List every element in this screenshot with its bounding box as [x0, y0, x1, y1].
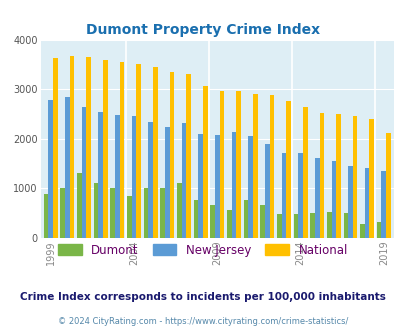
Bar	[319, 114, 323, 238]
Bar	[60, 188, 65, 238]
Bar	[65, 97, 69, 238]
Bar	[252, 94, 257, 238]
Bar	[186, 74, 190, 238]
Bar	[247, 136, 252, 238]
Bar	[86, 57, 91, 238]
Bar	[335, 114, 340, 238]
Bar	[309, 214, 314, 238]
Bar	[77, 173, 81, 238]
Bar	[226, 211, 231, 238]
Bar	[231, 132, 236, 238]
Bar	[81, 107, 86, 238]
Bar	[164, 127, 169, 238]
Bar	[347, 166, 352, 238]
Bar	[160, 188, 164, 238]
Bar	[376, 222, 381, 238]
Bar	[369, 119, 373, 238]
Bar	[314, 158, 319, 238]
Bar	[286, 102, 290, 238]
Bar	[127, 195, 131, 238]
Bar	[43, 194, 48, 238]
Legend: Dumont, New Jersey, National: Dumont, New Jersey, National	[53, 239, 352, 261]
Bar	[131, 116, 136, 238]
Bar	[53, 58, 58, 238]
Bar	[269, 95, 273, 238]
Bar	[331, 161, 335, 238]
Bar	[198, 134, 202, 238]
Bar	[264, 144, 269, 238]
Bar	[302, 107, 307, 238]
Bar	[381, 171, 385, 238]
Bar	[352, 116, 357, 238]
Bar	[119, 62, 124, 238]
Bar	[98, 112, 102, 238]
Bar	[181, 123, 186, 238]
Bar	[148, 122, 153, 238]
Bar	[93, 183, 98, 238]
Bar	[202, 86, 207, 238]
Bar	[343, 214, 347, 238]
Bar	[169, 72, 174, 238]
Bar	[177, 183, 181, 238]
Bar	[236, 91, 240, 238]
Text: Crime Index corresponds to incidents per 100,000 inhabitants: Crime Index corresponds to incidents per…	[20, 292, 385, 302]
Bar	[69, 56, 74, 238]
Bar	[276, 214, 281, 238]
Bar	[102, 60, 107, 238]
Bar	[136, 64, 141, 238]
Text: © 2024 CityRating.com - https://www.cityrating.com/crime-statistics/: © 2024 CityRating.com - https://www.city…	[58, 317, 347, 326]
Bar	[110, 188, 115, 238]
Bar	[48, 100, 53, 238]
Bar	[214, 135, 219, 238]
Bar	[115, 115, 119, 238]
Bar	[326, 212, 331, 238]
Bar	[153, 67, 157, 238]
Bar	[219, 91, 224, 238]
Bar	[243, 200, 247, 238]
Bar	[260, 205, 264, 238]
Bar	[193, 200, 198, 238]
Bar	[293, 214, 297, 238]
Bar	[297, 153, 302, 238]
Bar	[281, 153, 286, 238]
Bar	[364, 168, 369, 238]
Bar	[210, 205, 214, 238]
Bar	[143, 188, 148, 238]
Text: Dumont Property Crime Index: Dumont Property Crime Index	[86, 23, 319, 37]
Bar	[385, 133, 390, 238]
Bar	[359, 224, 364, 238]
